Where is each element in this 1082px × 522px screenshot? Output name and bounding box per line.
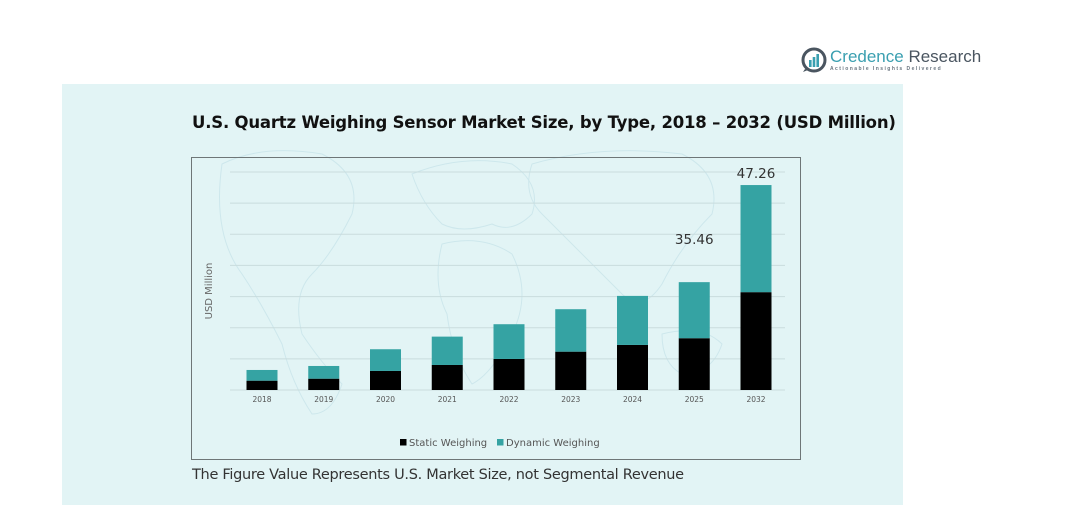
- legend: Static Weighing Dynamic Weighing: [400, 438, 600, 449]
- bar-dynamic-weighing-2023: [555, 309, 587, 352]
- bar-static-weighing-2020: [370, 370, 401, 390]
- x-tick-label: 2025: [685, 395, 704, 404]
- bar-dynamic-weighing-2024: [617, 295, 648, 345]
- bar-dynamic-weighing-2022: [493, 324, 525, 359]
- bar-dynamic-weighing-2020: [370, 349, 401, 371]
- brand-text: Credence Research Actionable Insights De…: [830, 48, 981, 72]
- bar-dynamic-weighing-2025: [678, 282, 710, 339]
- bar-static-weighing-2024: [617, 344, 648, 390]
- x-tick-label: 2022: [499, 395, 518, 404]
- x-axis-ticks: 2018 2019 2020 2021 2022 2023 2024 2025 2032: [252, 395, 765, 404]
- bars: [246, 185, 772, 390]
- brand-name-part1: Credence: [830, 47, 904, 66]
- bar-dynamic-weighing-2018: [246, 369, 278, 381]
- bar-static-weighing-2019: [308, 378, 340, 390]
- stacked-bar-chart: USD Million 2018 2019 2020 2021 2022 2023 2024…: [204, 166, 785, 449]
- bar-static-weighing-2018: [246, 380, 278, 390]
- data-labels: 35.46 47.26: [675, 166, 775, 248]
- x-tick-label: 2032: [746, 395, 765, 404]
- bar-chart-circle-icon: [801, 47, 827, 73]
- x-tick-label: 2018: [252, 395, 271, 404]
- bar-static-weighing-2022: [493, 358, 525, 390]
- data-label: 35.46: [675, 232, 714, 248]
- bar-static-weighing-2032: [740, 292, 772, 390]
- brand-logo: Credence Research Actionable Insights De…: [801, 46, 981, 74]
- x-tick-label: 2021: [438, 395, 457, 404]
- x-tick-label: 2024: [623, 395, 642, 404]
- data-label: 47.26: [737, 166, 776, 182]
- bar-dynamic-weighing-2019: [308, 365, 340, 379]
- bar-dynamic-weighing-2032: [740, 185, 772, 293]
- legend-label: Static Weighing: [409, 438, 487, 449]
- bar-static-weighing-2023: [555, 351, 587, 390]
- y-axis-label: USD Million: [204, 263, 215, 320]
- footnote: The Figure Value Represents U.S. Market …: [192, 467, 684, 483]
- bar-dynamic-weighing-2021: [431, 336, 463, 365]
- x-tick-label: 2019: [314, 395, 333, 404]
- x-tick-label: 2020: [376, 395, 395, 404]
- legend-label: Dynamic Weighing: [506, 438, 600, 449]
- x-tick-label: 2023: [561, 395, 580, 404]
- brand-name-part2: Research: [903, 47, 982, 66]
- brand-name: Credence Research: [830, 48, 981, 65]
- legend-swatch: [497, 439, 504, 446]
- bar-static-weighing-2021: [431, 364, 463, 390]
- brand-tagline: Actionable Insights Delivered: [830, 66, 943, 72]
- legend-swatch: [400, 439, 407, 446]
- chart-frame: USD Million 2018 2019 2020 2021 2022 2023 2024…: [191, 157, 801, 460]
- bar-static-weighing-2025: [678, 338, 710, 390]
- chart-title: U.S. Quartz Weighing Sensor Market Size,…: [192, 113, 896, 132]
